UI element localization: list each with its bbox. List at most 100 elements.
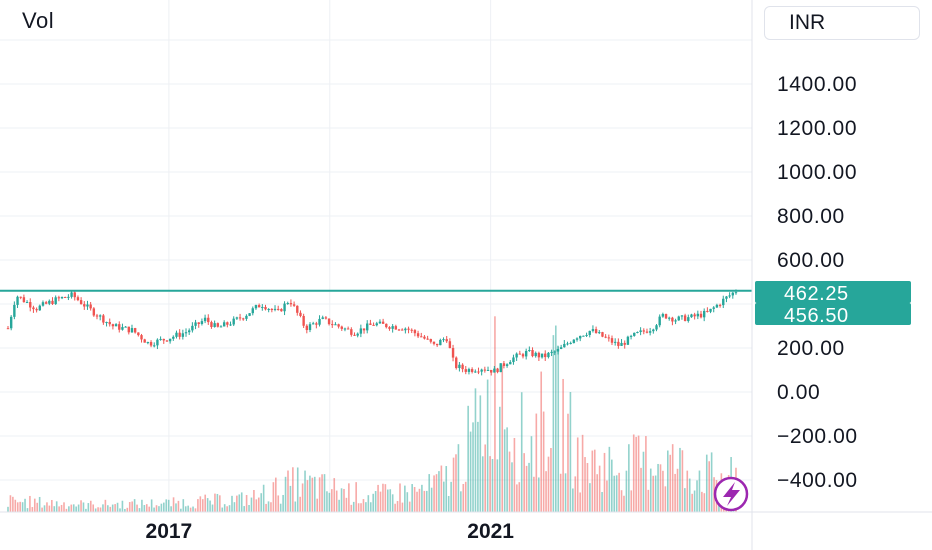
candle: [57, 295, 61, 302]
candle: [610, 335, 614, 346]
volume-bar: [175, 503, 177, 512]
candle-body: [70, 292, 73, 297]
candle-body: [696, 313, 700, 317]
candle: [521, 352, 525, 359]
candle: [102, 313, 105, 325]
candle-body: [156, 339, 159, 346]
price-axis-tick-label: 1200.00: [777, 117, 857, 140]
volume-bar: [131, 501, 133, 512]
candle: [699, 310, 703, 319]
candle-body: [585, 334, 588, 336]
candle-body: [76, 297, 80, 301]
candle-body: [13, 304, 16, 317]
candle: [79, 297, 83, 305]
volume-bar: [705, 454, 708, 512]
volume-bar: [623, 495, 625, 512]
volume-bar: [413, 487, 416, 512]
candle: [175, 330, 178, 339]
candle-body: [709, 308, 712, 312]
volume-bar: [85, 508, 87, 512]
volume-bar: [163, 502, 165, 512]
time-axis-tick-label: 2017: [146, 520, 193, 543]
volume-bar: [107, 505, 109, 512]
volume-bar: [474, 388, 477, 512]
candle: [337, 323, 340, 329]
candle: [381, 318, 385, 324]
volume-bar: [535, 413, 538, 512]
candle: [575, 337, 579, 342]
candle-body: [102, 315, 105, 323]
candle-body: [299, 312, 302, 316]
volume-bar: [525, 465, 528, 512]
candle-body: [668, 317, 671, 319]
volume-bar: [48, 505, 51, 512]
candle-body: [683, 315, 687, 321]
candle: [226, 321, 229, 328]
candle-body: [423, 336, 426, 339]
candle-body: [257, 305, 261, 308]
volume-bar: [223, 504, 226, 512]
candle-body: [394, 326, 398, 330]
candle: [311, 321, 315, 325]
candle: [629, 334, 633, 340]
volume-bar: [652, 475, 654, 512]
candle: [29, 298, 32, 312]
candle: [257, 303, 261, 308]
candle: [153, 342, 156, 348]
candle-body: [346, 328, 350, 330]
candle: [13, 301, 16, 320]
candle: [296, 305, 299, 316]
volume-bar: [640, 467, 642, 512]
candle: [407, 326, 410, 334]
volume-bar: [114, 504, 116, 512]
candle-body: [458, 364, 461, 369]
candle: [331, 320, 334, 328]
volume-bar: [696, 480, 698, 512]
volume-bar: [545, 471, 547, 512]
candle-body: [575, 338, 579, 340]
volume-bar: [698, 470, 701, 512]
candle-body: [277, 308, 280, 310]
candle: [277, 305, 280, 311]
volume-bar: [499, 406, 501, 512]
volume-bar: [287, 470, 289, 512]
lightning-bolt-icon[interactable]: [713, 476, 749, 512]
candle-body: [54, 297, 57, 305]
candle-body: [671, 317, 674, 322]
candle: [25, 300, 29, 304]
volume-bar: [428, 474, 431, 512]
volume-bar: [564, 473, 567, 512]
candle: [524, 348, 528, 360]
candle-body: [540, 353, 544, 358]
candle-body: [175, 332, 178, 337]
candle: [324, 316, 328, 320]
candle: [184, 328, 188, 337]
candle: [528, 346, 531, 352]
candle: [22, 294, 26, 303]
candle-body: [153, 345, 156, 347]
candle: [410, 328, 413, 334]
volume-bar: [248, 504, 250, 512]
candle-body: [289, 303, 293, 305]
volume-bar: [416, 491, 418, 512]
volume-bar: [477, 421, 479, 512]
candle-body: [378, 321, 382, 324]
candle: [448, 338, 452, 349]
volume-bar: [452, 457, 455, 512]
volume-bar: [102, 504, 104, 512]
candle: [124, 326, 127, 328]
volume-bar: [38, 496, 41, 512]
candle-body: [92, 308, 96, 316]
currency-button[interactable]: INR: [764, 6, 920, 40]
candle-body: [130, 328, 134, 333]
candle-body: [216, 323, 220, 327]
volume-bar: [201, 499, 204, 512]
candle: [563, 340, 566, 348]
candle: [127, 326, 130, 335]
candle: [489, 369, 493, 376]
volume-bar: [572, 488, 574, 512]
candle: [556, 345, 560, 355]
candle: [661, 312, 665, 318]
candle: [318, 315, 321, 327]
